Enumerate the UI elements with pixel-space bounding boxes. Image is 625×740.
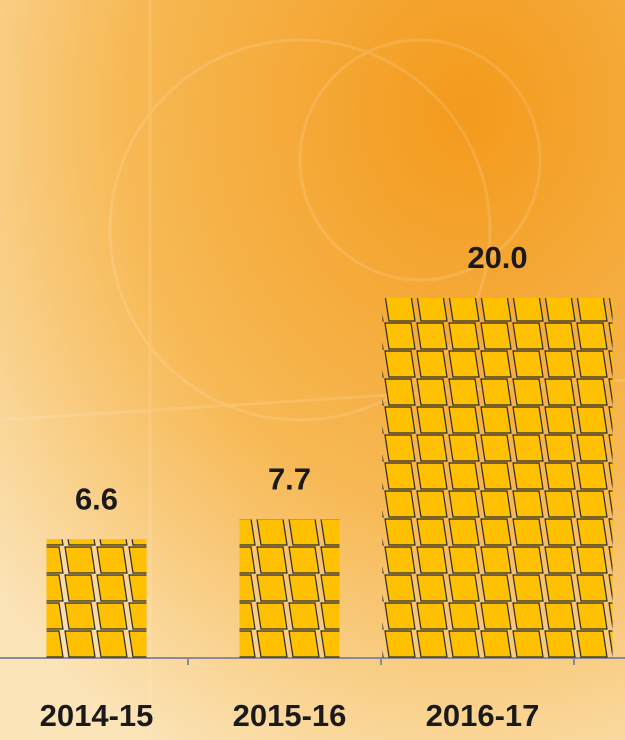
value-label: 20.0 bbox=[467, 240, 527, 275]
x-tick-label: 2016-17 bbox=[426, 698, 540, 733]
bar bbox=[46, 539, 147, 658]
value-label: 7.7 bbox=[268, 462, 311, 497]
x-tick-label: 2015-16 bbox=[233, 698, 347, 733]
x-tick-label: 2014-15 bbox=[40, 698, 154, 733]
value-label: 6.6 bbox=[75, 481, 118, 516]
bar bbox=[382, 298, 613, 658]
bar bbox=[239, 519, 340, 658]
